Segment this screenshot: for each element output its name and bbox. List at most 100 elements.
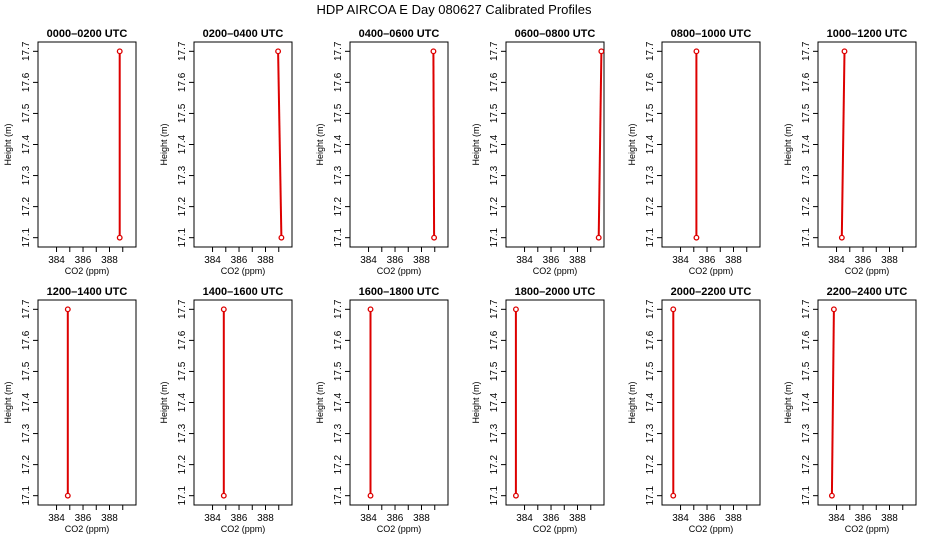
x-axis-label: CO2 (ppm) [845,524,890,534]
y-tick-label: 17.3 [21,423,32,443]
plot-frame [661,299,761,506]
y-tick-label: 17.5 [489,361,500,381]
data-point [116,234,123,241]
x-tick-label: 388 [101,513,118,524]
y-tick-label: 17.2 [177,454,188,474]
y-tick-label: 17.4 [645,134,656,154]
x-tick-label: 388 [569,255,586,266]
data-point [828,492,835,499]
y-tick-label: 17.6 [489,330,500,350]
x-tick-label: 386 [699,255,716,266]
y-axis-label: Height (m) [471,123,481,165]
y-tick-label: 17.1 [801,228,812,248]
y-tick-label: 17.2 [333,454,344,474]
data-point [64,306,71,313]
panel-title: 2200–2400 UTC [827,286,908,298]
data-point [220,306,227,313]
x-axis-label: CO2 (ppm) [377,266,422,276]
data-point [275,48,282,55]
x-tick-label: 386 [855,513,872,524]
y-tick-label: 17.3 [645,165,656,185]
panel-title: 0200–0400 UTC [203,28,284,40]
x-tick-label: 386 [231,255,248,266]
x-axis-label: CO2 (ppm) [689,266,734,276]
x-tick-label: 386 [543,255,560,266]
y-axis-label: Height (m) [471,381,481,423]
y-tick-label: 17.1 [21,228,32,248]
data-point [116,48,123,55]
panel-title: 1000–1200 UTC [827,28,908,40]
y-tick-label: 17.2 [21,454,32,474]
data-point [693,48,700,55]
y-tick-label: 17.5 [801,103,812,123]
y-tick-label: 17.4 [177,392,188,412]
y-axis-label: Height (m) [627,381,637,423]
x-tick-label: 384 [516,255,533,266]
y-tick-label: 17.6 [21,330,32,350]
panel-title: 0000–0200 UTC [47,28,128,40]
x-tick-label: 384 [204,513,221,524]
y-tick-label: 17.1 [333,228,344,248]
x-axis-label: CO2 (ppm) [221,266,266,276]
x-axis-label: CO2 (ppm) [65,524,110,534]
y-tick-label: 17.2 [645,196,656,216]
x-axis-label: CO2 (ppm) [689,524,734,534]
x-tick-label: 384 [828,255,845,266]
x-axis-label: CO2 (ppm) [221,524,266,534]
x-tick-label: 388 [725,513,742,524]
x-axis-label: CO2 (ppm) [533,266,578,276]
plot-frame [193,299,293,506]
y-tick-label: 17.1 [645,486,656,506]
plot-frame [817,41,917,248]
profile-panel: 1200–1400 UTC 384 386 388 17.1 17.2 17.3 17.4 17… [3,286,137,534]
profile-line [597,51,603,238]
panel-title: 0800–1000 UTC [671,28,752,40]
y-tick-label: 17.2 [333,196,344,216]
x-tick-label: 388 [413,255,430,266]
y-tick-label: 17.7 [21,299,32,319]
x-tick-label: 388 [881,513,898,524]
y-tick-label: 17.5 [177,361,188,381]
x-tick-label: 388 [725,255,742,266]
plot-frame [505,41,605,248]
y-tick-label: 17.2 [801,196,812,216]
y-tick-label: 17.4 [489,392,500,412]
x-tick-label: 386 [543,513,560,524]
y-tick-label: 17.1 [21,486,32,506]
y-tick-label: 17.1 [333,486,344,506]
plot-frame [37,299,137,506]
data-point [841,48,848,55]
y-tick-label: 17.4 [333,392,344,412]
profile-panel: 1000–1200 UTC 384 386 388 17.1 17.2 17.3 17.4 17… [783,28,917,276]
panel-title: 1600–1800 UTC [359,286,440,298]
profile-panel: 2000–2200 UTC 384 386 388 17.1 17.2 17.3 17.4 17… [627,286,761,534]
profile-panel: 1800–2000 UTC 384 386 388 17.1 17.2 17.3 17.4 17… [471,286,605,534]
y-tick-label: 17.1 [177,228,188,248]
y-tick-label: 17.5 [21,361,32,381]
y-tick-label: 17.4 [489,134,500,154]
x-axis-label: CO2 (ppm) [377,524,422,534]
y-tick-label: 17.4 [333,134,344,154]
y-tick-label: 17.2 [645,454,656,474]
y-tick-label: 17.6 [177,72,188,92]
y-axis-label: Height (m) [315,381,325,423]
plot-frame [193,41,293,248]
x-tick-label: 388 [569,513,586,524]
y-tick-label: 17.1 [489,228,500,248]
y-tick-label: 17.2 [801,454,812,474]
panel-title: 1200–1400 UTC [47,286,128,298]
x-tick-label: 384 [360,255,377,266]
y-tick-label: 17.2 [489,454,500,474]
data-point [430,48,437,55]
x-tick-label: 386 [231,513,248,524]
y-axis-label: Height (m) [3,381,13,423]
x-tick-label: 384 [48,513,65,524]
data-point [670,492,677,499]
y-tick-label: 17.6 [333,330,344,350]
x-tick-label: 386 [699,513,716,524]
y-tick-label: 17.3 [489,165,500,185]
y-tick-label: 17.7 [801,299,812,319]
profile-panel: 1400–1600 UTC 384 386 388 17.1 17.2 17.3 17.4 17… [159,286,293,534]
x-axis-label: CO2 (ppm) [845,266,890,276]
y-tick-label: 17.6 [489,72,500,92]
